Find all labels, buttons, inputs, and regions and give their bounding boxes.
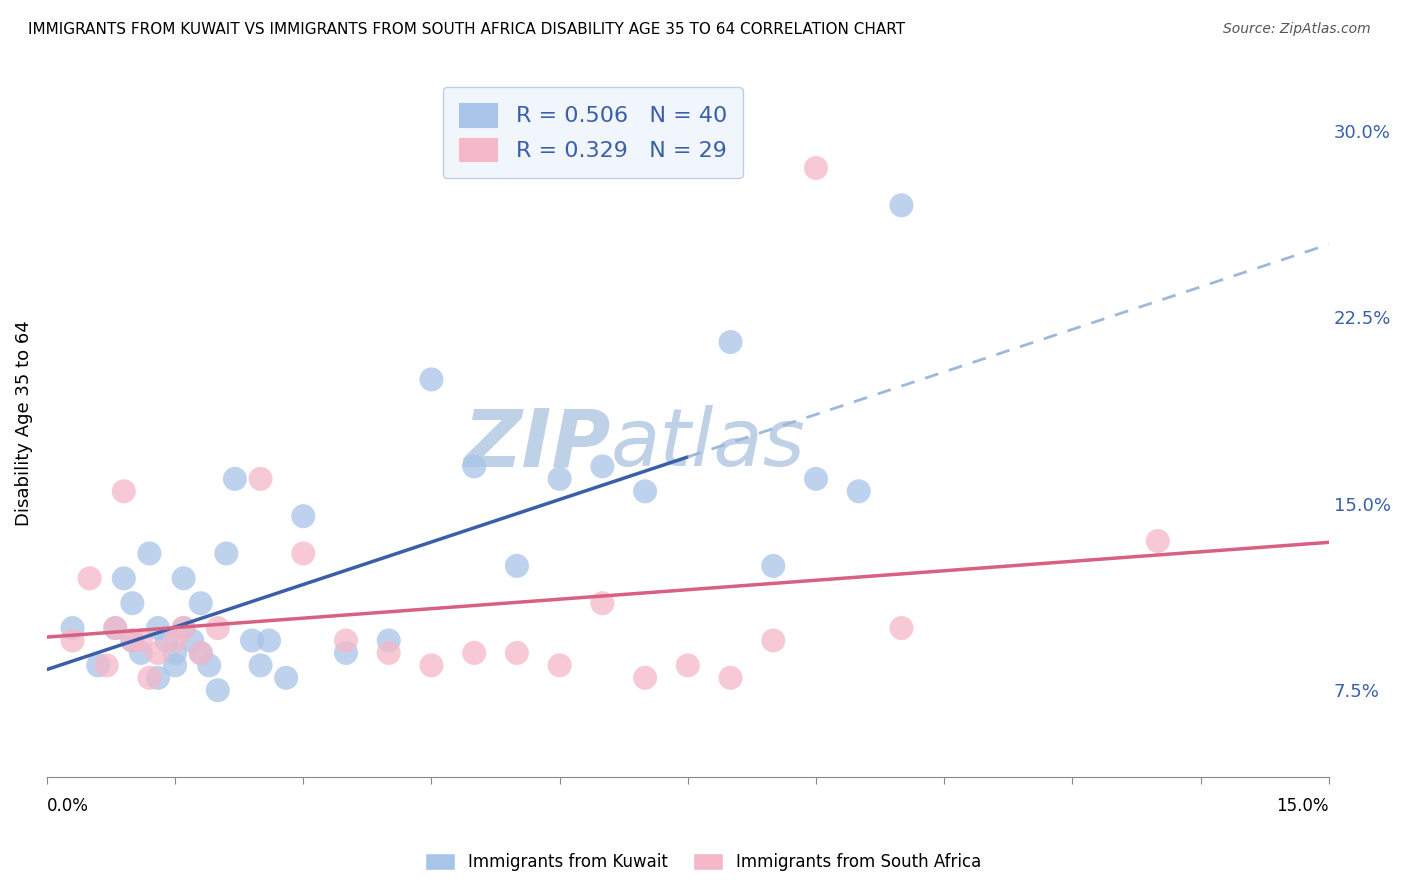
Legend: R = 0.506   N = 40, R = 0.329   N = 29: R = 0.506 N = 40, R = 0.329 N = 29: [443, 87, 742, 178]
Point: [240, 633, 263, 648]
Point: [207, 683, 229, 698]
Point: [1147, 534, 1170, 549]
Point: [181, 633, 204, 648]
Point: [224, 472, 246, 486]
Point: [890, 198, 912, 212]
Point: [257, 633, 280, 648]
Point: [762, 558, 785, 573]
Text: IMMIGRANTS FROM KUWAIT VS IMMIGRANTS FROM SOUTH AFRICA DISABILITY AGE 35 TO 64 C: IMMIGRANTS FROM KUWAIT VS IMMIGRANTS FRO…: [28, 22, 905, 37]
Point: [506, 558, 529, 573]
Point: [890, 621, 912, 635]
Point: [634, 484, 657, 499]
Point: [129, 633, 152, 648]
Point: [165, 646, 187, 660]
Point: [804, 472, 827, 486]
Point: [146, 646, 169, 660]
Point: [165, 633, 187, 648]
Point: [155, 633, 177, 648]
Point: [463, 459, 485, 474]
Point: [190, 646, 212, 660]
Legend: Immigrants from Kuwait, Immigrants from South Africa: Immigrants from Kuwait, Immigrants from …: [416, 845, 990, 880]
Point: [104, 621, 127, 635]
Point: [146, 621, 169, 635]
Point: [87, 658, 110, 673]
Point: [591, 596, 613, 610]
Point: [420, 658, 443, 673]
Point: [335, 646, 357, 660]
Point: [146, 671, 169, 685]
Point: [198, 658, 221, 673]
Point: [165, 658, 187, 673]
Point: [720, 334, 742, 349]
Text: 0.0%: 0.0%: [46, 797, 89, 815]
Point: [112, 484, 135, 499]
Point: [377, 646, 399, 660]
Point: [848, 484, 870, 499]
Point: [335, 633, 357, 648]
Point: [276, 671, 298, 685]
Y-axis label: Disability Age 35 to 64: Disability Age 35 to 64: [15, 320, 32, 525]
Point: [634, 671, 657, 685]
Point: [215, 546, 238, 560]
Point: [173, 571, 195, 585]
Text: Source: ZipAtlas.com: Source: ZipAtlas.com: [1223, 22, 1371, 37]
Point: [138, 546, 160, 560]
Point: [762, 633, 785, 648]
Point: [96, 658, 118, 673]
Point: [173, 621, 195, 635]
Point: [292, 509, 315, 524]
Point: [129, 646, 152, 660]
Point: [207, 621, 229, 635]
Point: [121, 633, 143, 648]
Point: [463, 646, 485, 660]
Point: [190, 596, 212, 610]
Point: [112, 571, 135, 585]
Point: [292, 546, 315, 560]
Text: 15.0%: 15.0%: [1277, 797, 1329, 815]
Point: [62, 633, 84, 648]
Point: [62, 621, 84, 635]
Point: [138, 671, 160, 685]
Point: [548, 472, 571, 486]
Point: [676, 658, 699, 673]
Point: [173, 621, 195, 635]
Point: [804, 161, 827, 175]
Point: [377, 633, 399, 648]
Point: [548, 658, 571, 673]
Point: [190, 646, 212, 660]
Point: [249, 658, 271, 673]
Point: [79, 571, 101, 585]
Point: [249, 472, 271, 486]
Point: [121, 633, 143, 648]
Text: ZIP: ZIP: [464, 405, 612, 483]
Text: atlas: atlas: [612, 405, 806, 483]
Point: [104, 621, 127, 635]
Point: [506, 646, 529, 660]
Point: [420, 372, 443, 386]
Point: [591, 459, 613, 474]
Point: [121, 596, 143, 610]
Point: [720, 671, 742, 685]
